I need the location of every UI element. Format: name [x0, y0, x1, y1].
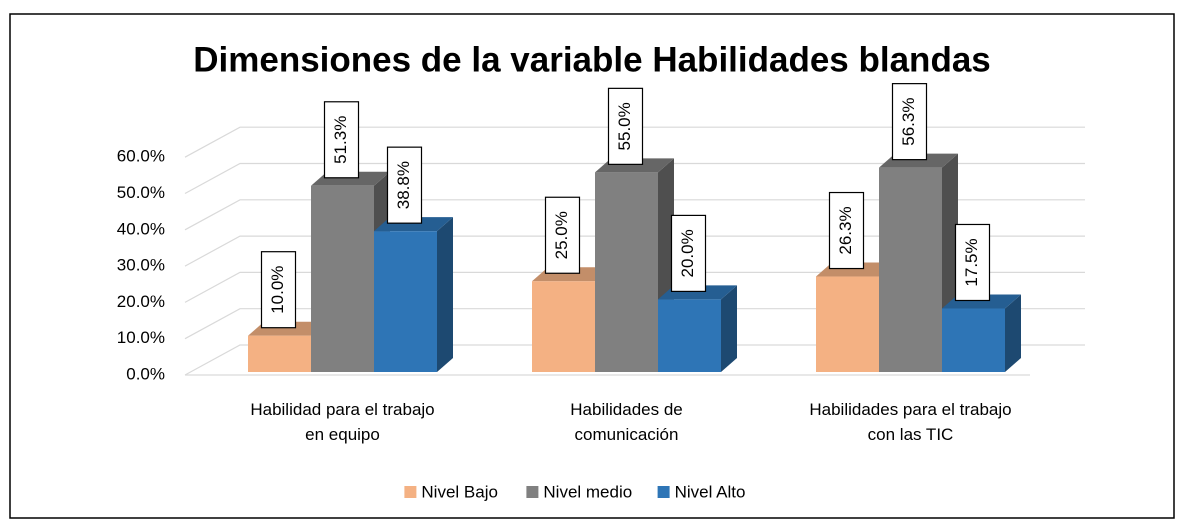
data-label-box [323, 101, 360, 179]
bar-front [942, 308, 1005, 372]
legend-label: Nivel Alto [675, 482, 746, 501]
x-tick-label: Habilidades para el trabajo con las TIC [809, 400, 1011, 444]
bar [595, 158, 674, 372]
data-label-box [607, 87, 644, 165]
data-label-box [260, 251, 297, 329]
grid-line [184, 344, 1085, 376]
y-tick-label: 30.0% [117, 256, 165, 275]
data-label: 51.3% [331, 116, 350, 164]
bar-front [532, 281, 595, 372]
bar [374, 217, 453, 372]
grid-line [184, 199, 1085, 231]
bar-front [374, 231, 437, 372]
data-label-box [670, 214, 707, 292]
data-label-box [386, 146, 423, 224]
grid-line [184, 308, 1085, 340]
grid-line [184, 126, 1085, 158]
legend-swatch [404, 486, 417, 498]
bar-side [1005, 294, 1021, 372]
y-tick-label: 20.0% [117, 292, 165, 311]
bar-side [437, 217, 453, 372]
grid-line [184, 162, 1085, 195]
legend-swatch [657, 486, 670, 498]
legend-label: Nivel medio [543, 482, 632, 501]
bar-front [816, 276, 879, 372]
y-tick-label: 50.0% [117, 183, 165, 202]
bar-front [658, 299, 721, 372]
data-label: 55.0% [615, 102, 634, 150]
data-label-box [828, 191, 865, 270]
bar-front [879, 167, 942, 372]
x-tick-label: Habilidades de comunicación [570, 400, 682, 444]
legend-label: Nivel Bajo [421, 482, 498, 501]
data-label: 10.0% [268, 266, 287, 314]
grid-line [184, 271, 1085, 303]
data-label-box [891, 83, 928, 161]
bar-front [248, 335, 311, 372]
data-label: 25.0% [552, 211, 571, 259]
data-label-box [544, 196, 581, 274]
y-tick-label: 40.0% [117, 219, 165, 238]
data-label: 17.5% [962, 238, 981, 286]
bar-front [595, 172, 658, 372]
data-label-box [954, 223, 991, 302]
bar-side [721, 285, 737, 372]
grid-line [184, 235, 1085, 267]
data-label: 56.3% [899, 98, 918, 146]
chart-title: Dimensiones de la variable Habilidades b… [193, 40, 991, 79]
data-label: 26.3% [836, 206, 855, 254]
x-tick-label: Habilidad para el trabajo en equipo [250, 400, 434, 444]
y-tick-label: 10.0% [117, 328, 165, 347]
data-label: 38.8% [394, 161, 413, 209]
bar [942, 294, 1021, 372]
data-label: 20.0% [678, 229, 697, 277]
y-tick-label: 60.0% [117, 147, 165, 166]
bar [658, 285, 737, 372]
y-tick-label: 0.0% [126, 364, 165, 383]
legend-swatch [526, 486, 539, 498]
bar-front [311, 185, 374, 372]
